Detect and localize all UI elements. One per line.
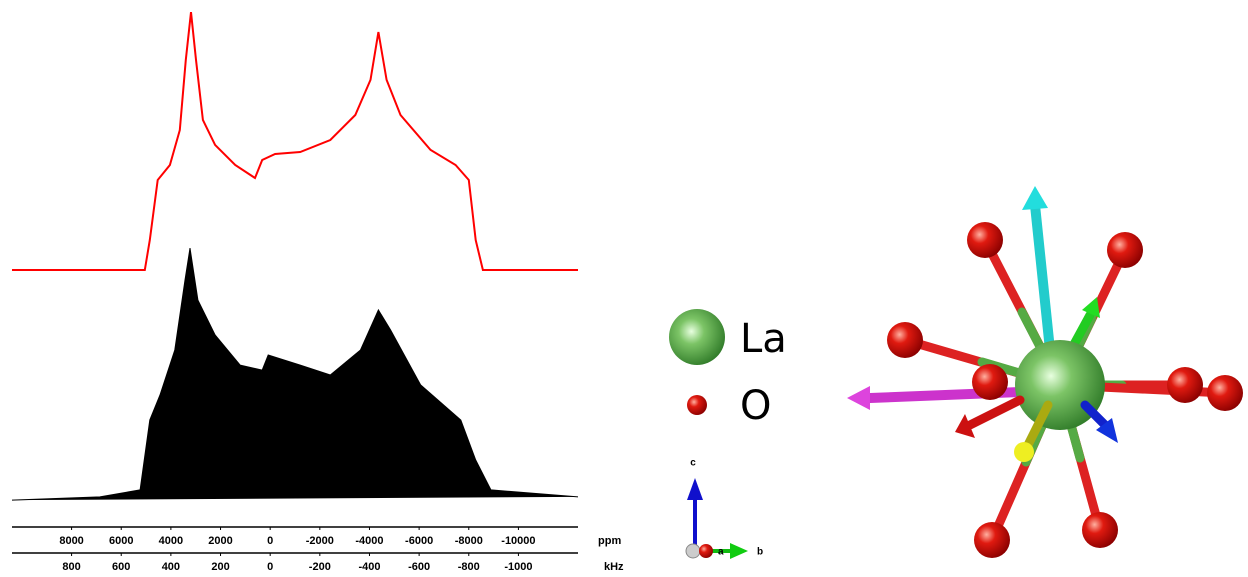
legend-swatch: [687, 395, 707, 415]
x2-tick-label: 800: [62, 561, 80, 573]
x2-tick-label: 200: [211, 561, 229, 573]
x2-tick-label: -600: [408, 561, 430, 573]
legend-label: La: [740, 316, 787, 362]
x-tick-label: -6000: [405, 535, 433, 547]
structure: [847, 186, 1243, 558]
x2-tick-label: -800: [458, 561, 480, 573]
page: {"chart_data": [ {"type": "line", "xlim"…: [0, 0, 1248, 577]
x2-tick-label: -400: [358, 561, 380, 573]
axis-label: c: [690, 458, 696, 469]
x-axis-label: ppm: [598, 535, 621, 547]
spectrum-area: [12, 248, 578, 500]
legend-label: O: [740, 383, 771, 429]
x-tick-label: 4000: [159, 535, 183, 547]
axis-label: b: [757, 547, 763, 558]
x-tick-label: 2000: [208, 535, 232, 547]
x-tick-label: 8000: [59, 535, 83, 547]
x-tick-label: 6000: [109, 535, 133, 547]
figure: La O c a b 8000600040002000: [0, 0, 1248, 577]
x2-tick-label: 400: [162, 561, 180, 573]
x2-tick-label: 600: [112, 561, 130, 573]
x2-axis-label: kHz: [604, 561, 624, 573]
x-tick-label: -4000: [355, 535, 383, 547]
x2-tick-label: -1000: [504, 561, 532, 573]
x-tick-label: -2000: [306, 535, 334, 547]
x-tick-label: -8000: [455, 535, 483, 547]
x2-tick-label: 0: [267, 561, 273, 573]
x-tick-label: 0: [267, 535, 273, 547]
spectrum-line: [12, 12, 578, 270]
legend-swatch: [669, 309, 725, 365]
axis-label: a: [718, 547, 724, 558]
axis-triad: [686, 478, 748, 559]
x-tick-label: -10000: [501, 535, 535, 547]
x2-tick-label: -200: [309, 561, 331, 573]
